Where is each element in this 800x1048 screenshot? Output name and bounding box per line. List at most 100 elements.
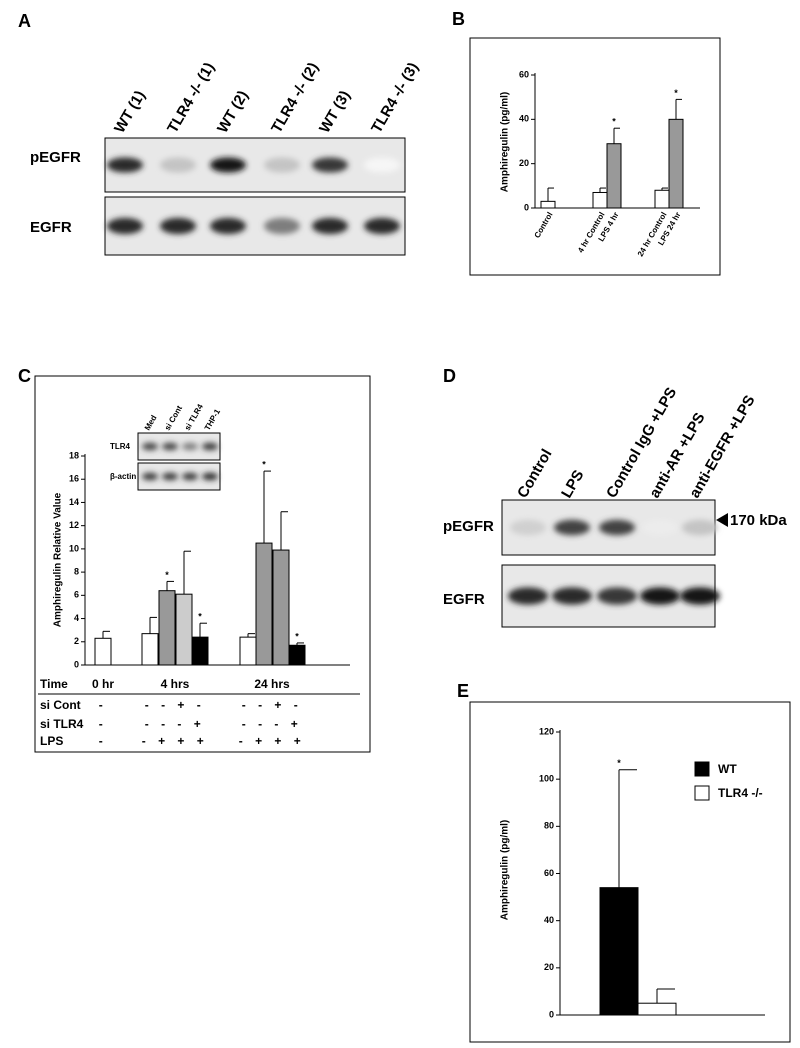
band xyxy=(160,157,196,173)
legend-label: WT xyxy=(718,762,737,776)
lane-label: WT (1) xyxy=(111,88,149,136)
bar xyxy=(668,118,684,209)
bar xyxy=(592,191,608,209)
band xyxy=(682,519,718,536)
bar xyxy=(540,200,556,209)
y-tick-label: 10 xyxy=(69,543,79,553)
band xyxy=(364,157,400,173)
lane-label: si Cont xyxy=(163,404,185,432)
y-tick-label: 20 xyxy=(519,158,529,168)
significance: * xyxy=(617,758,621,768)
condition-cell: - - + - xyxy=(145,698,206,712)
panel-frame xyxy=(469,37,721,276)
band xyxy=(312,217,348,235)
bar xyxy=(191,636,209,666)
band xyxy=(162,472,178,481)
y-axis-label: Amphiregulin (pg/ml) xyxy=(500,92,511,193)
lane-label: LPS xyxy=(558,467,587,501)
condition-cell: - - + - xyxy=(242,698,303,712)
band xyxy=(264,217,300,235)
condition-cell: si TLR4 xyxy=(40,717,84,731)
row-label: pEGFR xyxy=(30,149,81,166)
band xyxy=(202,442,218,451)
condition-cell: - - - + xyxy=(145,717,206,731)
band xyxy=(210,217,246,235)
lane-label: WT (3) xyxy=(316,88,354,136)
band xyxy=(107,217,143,235)
y-tick-label: 120 xyxy=(539,726,554,736)
significance: * xyxy=(165,570,169,580)
y-tick-label: 8 xyxy=(74,566,79,576)
lane-label: Med xyxy=(143,414,159,432)
y-tick-label: 60 xyxy=(544,868,554,878)
panel-label: E xyxy=(457,681,469,701)
condition-cell: - xyxy=(99,698,108,712)
y-axis-label: Amphiregulin (pg/ml) xyxy=(500,820,511,921)
band xyxy=(182,442,198,451)
condition-cell: - + + + xyxy=(142,734,209,748)
y-tick-label: 40 xyxy=(544,915,554,925)
y-tick-label: 20 xyxy=(544,962,554,972)
row-label: pEGFR xyxy=(443,518,494,535)
band xyxy=(510,519,546,536)
significance: * xyxy=(198,612,202,622)
y-tick-label: 60 xyxy=(519,69,529,79)
x-tick-label: Control xyxy=(533,211,555,240)
condition-cell: si Cont xyxy=(40,698,81,712)
marker-label: 170 kDa xyxy=(730,512,787,529)
condition-cell: 0 hr xyxy=(92,677,114,691)
y-tick-label: 12 xyxy=(69,520,79,530)
significance: * xyxy=(295,631,299,641)
y-tick-label: 14 xyxy=(69,497,79,507)
marker-arrow xyxy=(716,513,728,527)
band xyxy=(364,217,400,235)
significance: * xyxy=(612,117,616,127)
band xyxy=(508,587,548,605)
bar xyxy=(158,590,176,666)
condition-cell: - + + + xyxy=(239,734,306,748)
legend-label: TLR4 -/- xyxy=(718,786,763,800)
lane-label: TLR4 -/- (3) xyxy=(368,60,422,136)
band xyxy=(642,519,678,536)
band xyxy=(202,472,218,481)
band xyxy=(312,157,348,173)
blot-frame xyxy=(104,137,406,193)
y-tick-label: 0 xyxy=(524,202,529,212)
band xyxy=(142,442,158,451)
panel-label: A xyxy=(18,11,31,31)
y-tick-label: 4 xyxy=(74,613,79,623)
row-label: TLR4 xyxy=(110,442,131,451)
y-tick-label: 2 xyxy=(74,636,79,646)
panel-label: D xyxy=(443,366,456,386)
row-label: EGFR xyxy=(30,219,72,236)
y-tick-label: 0 xyxy=(74,659,79,669)
bar xyxy=(288,644,306,666)
legend-swatch xyxy=(694,785,710,801)
condition-cell: 4 hrs xyxy=(161,677,190,691)
band xyxy=(107,157,143,173)
y-axis-label: Amphiregulin Relative Value xyxy=(53,492,64,627)
band xyxy=(142,472,158,481)
panel-label: B xyxy=(452,9,465,29)
band xyxy=(599,519,635,536)
bar xyxy=(599,887,639,1016)
bar xyxy=(272,549,290,666)
panel-frame xyxy=(469,701,791,1043)
band xyxy=(554,519,590,536)
y-tick-label: 40 xyxy=(519,114,529,124)
condition-cell: - xyxy=(99,734,108,748)
lane-label: TLR4 -/- (2) xyxy=(268,60,322,136)
row-label: EGFR xyxy=(443,591,485,608)
bar xyxy=(94,637,112,666)
band xyxy=(640,587,680,605)
band xyxy=(264,157,300,173)
band xyxy=(160,217,196,235)
bar xyxy=(141,633,159,666)
band xyxy=(182,472,198,481)
band xyxy=(162,442,178,451)
band xyxy=(210,157,246,173)
panel-frame xyxy=(34,375,371,753)
condition-cell: Time xyxy=(40,677,68,691)
y-tick-label: 6 xyxy=(74,590,79,600)
